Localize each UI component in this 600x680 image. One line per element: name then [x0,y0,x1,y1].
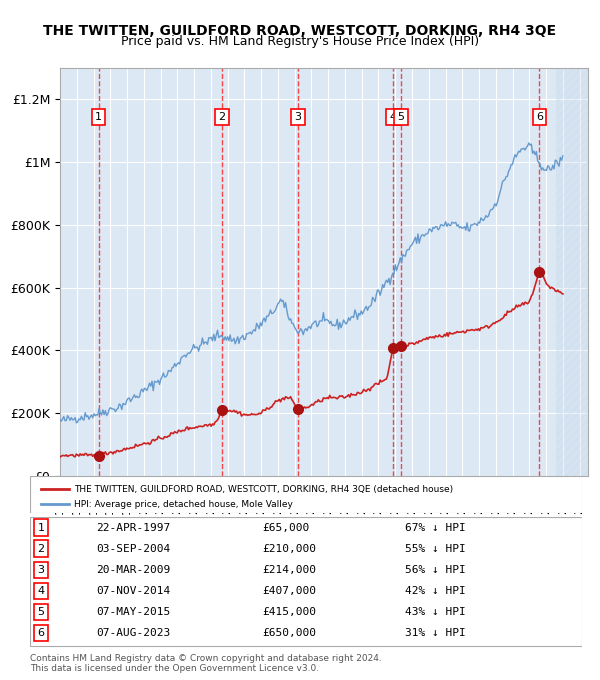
Text: £210,000: £210,000 [262,544,316,554]
Text: 20-MAR-2009: 20-MAR-2009 [96,565,170,575]
Text: Contains HM Land Registry data © Crown copyright and database right 2024.: Contains HM Land Registry data © Crown c… [30,654,382,663]
Text: 6: 6 [536,112,543,122]
Text: 43% ↓ HPI: 43% ↓ HPI [406,607,466,617]
Text: 1: 1 [38,523,44,532]
Text: 56% ↓ HPI: 56% ↓ HPI [406,565,466,575]
Text: 1: 1 [95,112,102,122]
Text: HPI: Average price, detached house, Mole Valley: HPI: Average price, detached house, Mole… [74,500,293,509]
Text: 07-NOV-2014: 07-NOV-2014 [96,586,170,596]
Text: 03-SEP-2004: 03-SEP-2004 [96,544,170,554]
FancyBboxPatch shape [30,476,582,513]
Text: 2: 2 [37,544,44,554]
Bar [556,68,588,476]
Text: £407,000: £407,000 [262,586,316,596]
Text: 5: 5 [38,607,44,617]
Text: 42% ↓ HPI: 42% ↓ HPI [406,586,466,596]
Text: 3: 3 [295,112,302,122]
Text: 5: 5 [398,112,404,122]
Text: 07-AUG-2023: 07-AUG-2023 [96,628,170,638]
FancyBboxPatch shape [30,517,582,646]
Text: 4: 4 [389,112,396,122]
Text: £415,000: £415,000 [262,607,316,617]
Text: £650,000: £650,000 [262,628,316,638]
Text: 67% ↓ HPI: 67% ↓ HPI [406,523,466,532]
Text: 6: 6 [38,628,44,638]
Text: THE TWITTEN, GUILDFORD ROAD, WESTCOTT, DORKING, RH4 3QE (detached house): THE TWITTEN, GUILDFORD ROAD, WESTCOTT, D… [74,485,453,494]
Text: 55% ↓ HPI: 55% ↓ HPI [406,544,466,554]
Text: THE TWITTEN, GUILDFORD ROAD, WESTCOTT, DORKING, RH4 3QE: THE TWITTEN, GUILDFORD ROAD, WESTCOTT, D… [43,24,557,38]
Text: 22-APR-1997: 22-APR-1997 [96,523,170,532]
Text: 2: 2 [218,112,226,122]
Text: £214,000: £214,000 [262,565,316,575]
Text: This data is licensed under the Open Government Licence v3.0.: This data is licensed under the Open Gov… [30,664,319,673]
Text: 07-MAY-2015: 07-MAY-2015 [96,607,170,617]
Text: 3: 3 [38,565,44,575]
Text: Price paid vs. HM Land Registry's House Price Index (HPI): Price paid vs. HM Land Registry's House … [121,35,479,48]
Text: 31% ↓ HPI: 31% ↓ HPI [406,628,466,638]
Text: 4: 4 [37,586,44,596]
Text: £65,000: £65,000 [262,523,309,532]
